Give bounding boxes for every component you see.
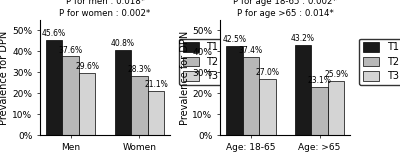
Text: 42.5%: 42.5%: [222, 35, 246, 44]
Text: 45.6%: 45.6%: [42, 29, 66, 38]
Legend: T1, T2, T3: T1, T2, T3: [360, 38, 400, 85]
Text: 37.4%: 37.4%: [239, 46, 263, 55]
Text: 27.0%: 27.0%: [255, 68, 279, 77]
Bar: [62, 56, 79, 135]
Bar: [148, 91, 164, 135]
Title: P for age 18-65 : 0.002*
P for age >65 : 0.014*: P for age 18-65 : 0.002* P for age >65 :…: [233, 0, 337, 18]
Bar: [328, 81, 344, 135]
Y-axis label: Prevalence for DPN: Prevalence for DPN: [180, 30, 190, 125]
Bar: [131, 76, 148, 135]
Bar: [259, 79, 276, 135]
Text: 43.2%: 43.2%: [291, 34, 315, 43]
Bar: [242, 57, 259, 135]
Text: 21.1%: 21.1%: [144, 80, 168, 89]
Text: 25.9%: 25.9%: [324, 70, 348, 79]
Bar: [226, 46, 242, 135]
Text: 37.6%: 37.6%: [59, 46, 83, 55]
Bar: [115, 50, 131, 135]
Bar: [46, 40, 62, 135]
Text: 29.6%: 29.6%: [75, 63, 99, 71]
Bar: [79, 73, 96, 135]
Text: 23.1%: 23.1%: [308, 76, 332, 85]
Bar: [295, 45, 311, 135]
Title: P for men : 0.018*
P for women : 0.002*: P for men : 0.018* P for women : 0.002*: [60, 0, 151, 18]
Legend: T1, T2, T3: T1, T2, T3: [179, 38, 222, 85]
Text: 28.3%: 28.3%: [128, 65, 152, 74]
Text: 40.8%: 40.8%: [111, 39, 135, 48]
Bar: [311, 87, 328, 135]
Y-axis label: Prevalence for DPN: Prevalence for DPN: [0, 30, 10, 125]
